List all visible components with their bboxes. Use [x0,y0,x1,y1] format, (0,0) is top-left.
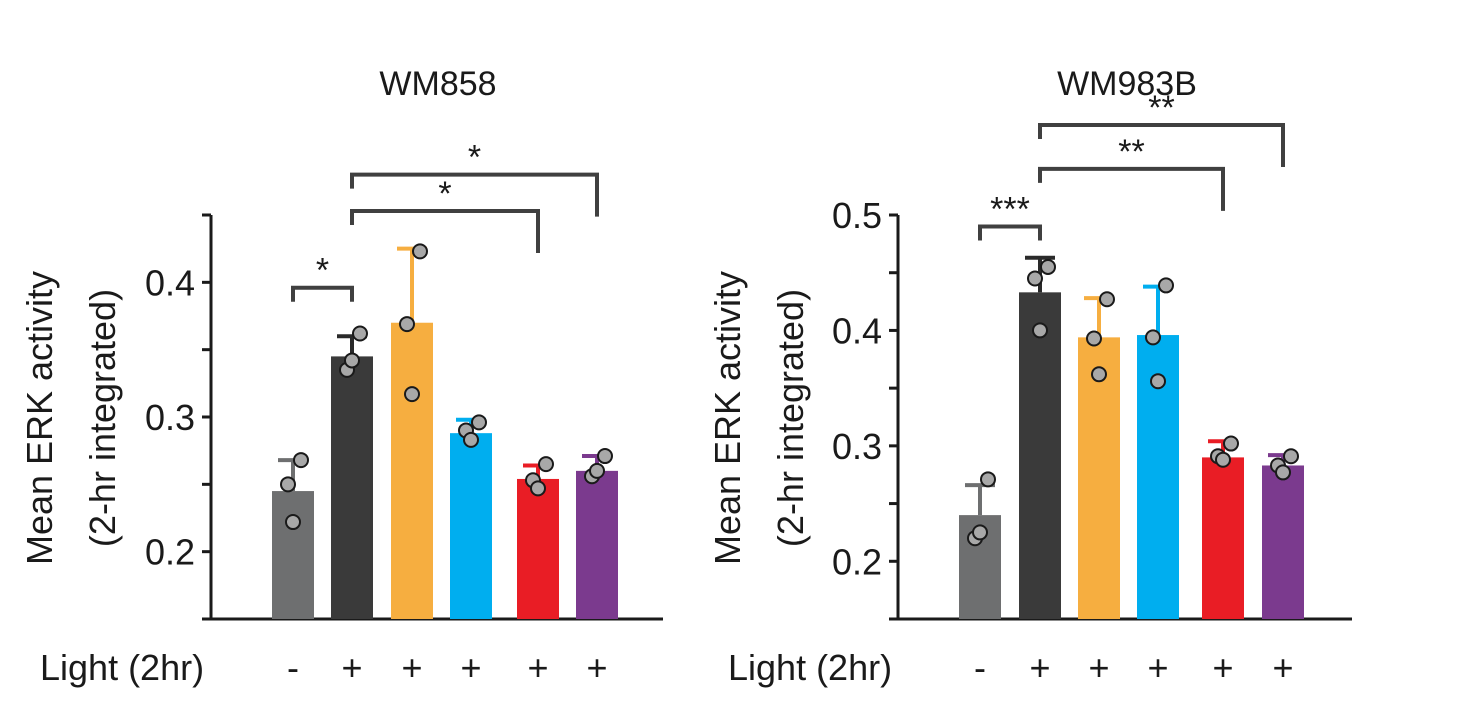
panel-1-category-label: - [287,647,299,688]
panel-2-category-label: + [1088,647,1109,688]
panel-2-significance-label: ** [1148,89,1174,127]
panel-2-data-point [1091,366,1107,383]
panel-1-category-label: + [460,647,481,688]
panel-1-data-point [399,316,415,333]
panel-2-y-tick-label: 0.5 [832,195,882,236]
panel-1-significance-bracket [350,208,540,253]
panel-2-data-point [1283,448,1299,465]
panel-2-data-point [980,471,996,488]
panel-2-significance-bracket [1038,166,1225,211]
panel-2-significance-label: ** [1118,133,1144,171]
panel-1-data-point [530,480,546,497]
panel-1-bar [450,433,492,619]
panel-1-category-label: + [527,647,548,688]
panel-1-bar [391,322,433,619]
panel-1-category-label: + [586,647,607,688]
panel-1-data-point [463,431,479,448]
panel-1-data-point [589,462,605,479]
panel-1-xlabel: Light (2hr) [40,647,204,688]
panel-1-ylabel-line2: (2-hr integrated) [82,289,123,547]
panel-2: 0.20.30.40.5- + + + + +******* [832,89,1352,688]
panel-1-title: WM858 [379,65,496,103]
panel-2-data-point [1099,291,1115,308]
panel-2-category-label: + [1147,647,1168,688]
panel-2-ylabel-line2: (2-hr integrated) [770,289,811,547]
panel-2-data-point [1086,330,1102,347]
panel-1-data-point [412,243,428,260]
panel-2-y-tick-label: 0.2 [832,541,882,582]
panel-1-data-point [280,476,296,493]
panel-1-data-point [285,514,301,531]
panel-2-ylabel: Mean ERK activity [707,271,748,565]
panel-2-significance-label: *** [990,191,1030,229]
panel-2-data-point [1150,373,1166,390]
panel-2-title: WM983B [1057,65,1197,103]
panel-2-bar [1078,337,1120,619]
panel-2-bar [1202,457,1244,619]
panel-1-bar [576,470,618,619]
panel-1-bar [272,491,314,619]
panel-1-y-tick-label: 0.2 [145,532,195,573]
panel-2-data-point [1158,277,1174,294]
panel-1-significance-label: * [438,175,451,213]
panel-2-data-point [972,524,988,541]
panel-1-y-tick-label: 0.3 [145,397,195,438]
panel-2-data-point [1032,322,1048,339]
panel-1-data-point [293,452,309,469]
panel-1: 0.2 0.3 0.4 - + + + + + * * * [145,139,663,688]
panel-2-bar [1019,292,1061,619]
panel-2-data-point [1215,451,1231,468]
panel-1-significance-label: * [468,139,481,177]
panel-1-data-point [597,448,613,465]
panel-2-bar [1262,465,1304,619]
panel-2-data-point [1040,258,1056,275]
panel-2-category-label: + [1029,647,1050,688]
panel-1-y-tick-label: 0.4 [145,262,195,303]
panel-2-category-label: - [974,647,986,688]
panel-2-data-point [1275,464,1291,481]
panel-2-data-point [1027,270,1043,287]
panel-2-data-point [1223,435,1239,452]
panel-2-y-tick-label: 0.3 [832,426,882,467]
panel-1-significance-label: * [316,252,329,290]
panel-2-category-label: + [1272,647,1293,688]
panel-2-significance-bracket [978,224,1042,241]
panel-2-data-point [1145,329,1161,346]
panel-1-data-point [471,414,487,431]
panel-1-category-label: + [401,647,422,688]
panel-1-bar [517,478,559,619]
panel-1-significance-bracket [291,285,354,302]
panel-1-data-point [538,456,554,473]
panel-2-xlabel: Light (2hr) [728,647,892,688]
panel-1-ylabel: Mean ERK activity [19,271,60,565]
panel-2-category-label: + [1212,647,1233,688]
panel-2-significance-bracket [1038,122,1285,167]
panel-1-data-point [404,386,420,403]
panel-1-data-point [344,352,360,369]
panel-1-category-label: + [341,647,362,688]
panel-1-bar [331,356,373,619]
panel-2-y-tick-label: 0.4 [832,310,882,351]
panel-1-significance-bracket [350,172,599,217]
panel-1-data-point [352,325,368,342]
